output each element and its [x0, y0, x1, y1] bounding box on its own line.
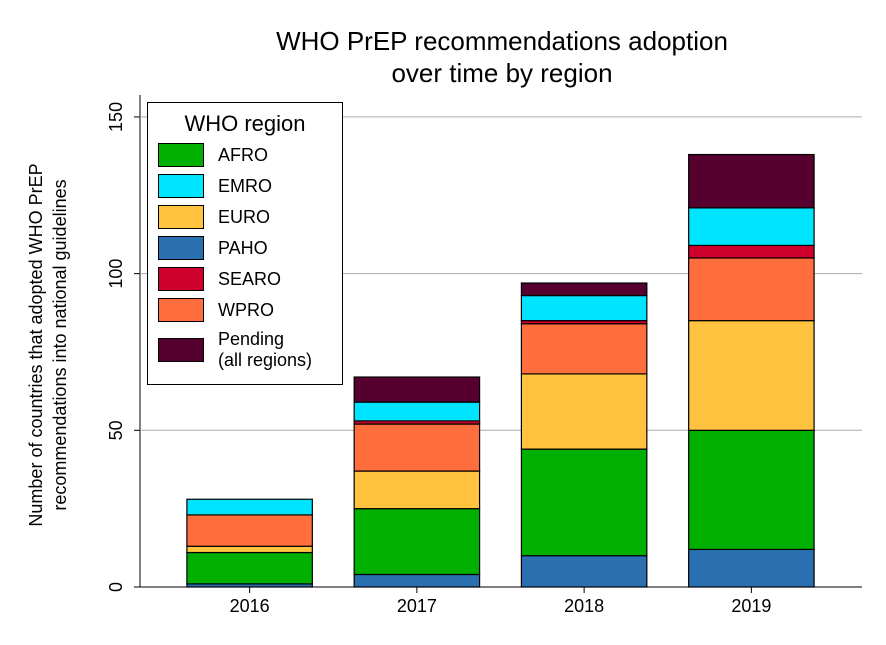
bar-segment	[688, 320, 815, 431]
legend-swatch	[158, 174, 204, 198]
legend-label: EURO	[218, 206, 271, 227]
y-tick-label: 150	[106, 102, 126, 132]
legend-swatch	[158, 267, 204, 291]
bar-segment	[353, 376, 481, 403]
legend-item: PAHO	[158, 236, 342, 260]
legend-label: SEARO	[218, 268, 282, 289]
legend-label: EMRO	[218, 175, 272, 196]
legend-swatch	[158, 298, 204, 322]
bar-segment	[520, 294, 648, 322]
bar-segment	[688, 207, 815, 247]
y-tick-label: 100	[106, 259, 126, 289]
bar-segment	[520, 323, 648, 375]
legend-item: EURO	[158, 205, 342, 229]
legend-item: SEARO	[158, 267, 342, 291]
bar-segment	[353, 470, 481, 510]
bar-segment	[688, 257, 815, 322]
legend-swatch	[158, 338, 204, 362]
legend-title: WHO region	[184, 111, 306, 136]
bar-segment	[688, 153, 815, 209]
legend: WHO region AFRO EMRO EURO PAHO SEARO WPRO Pendi…	[147, 102, 343, 385]
legend-label: PAHO	[218, 237, 268, 258]
legend-label: AFRO	[218, 144, 269, 165]
legend-item: EMRO	[158, 174, 342, 198]
x-tick-label: 2019	[731, 596, 771, 616]
bar-segment	[688, 244, 815, 259]
bar-segment	[186, 498, 313, 516]
x-tick-label: 2017	[397, 596, 437, 616]
legend-item: Pending (all regions)	[158, 329, 342, 371]
legend-swatch	[158, 143, 204, 167]
y-axis-label: recommendations into national guidelines	[50, 179, 70, 510]
bar-segment	[520, 282, 648, 297]
legend-item: WPRO	[158, 298, 342, 322]
x-tick-label: 2018	[564, 596, 604, 616]
y-axis-label: Number of countries that adopted WHO PrE…	[26, 163, 46, 526]
x-tick-label: 2016	[230, 596, 270, 616]
y-tick-label: 0	[106, 582, 126, 592]
bar-segment	[688, 429, 815, 550]
legend-item: AFRO	[158, 143, 342, 167]
bar-segment	[186, 551, 313, 585]
chart-title: WHO PrEP recommendations adoption	[276, 26, 728, 56]
legend-label: WPRO	[218, 299, 274, 320]
y-tick-label: 50	[106, 420, 126, 440]
legend-swatch	[158, 236, 204, 260]
bar-segment	[353, 573, 481, 588]
bar-segment	[520, 373, 648, 450]
bar-segment	[353, 508, 481, 576]
bar-segment	[186, 514, 313, 547]
bar-segment	[353, 401, 481, 422]
bar-segment	[186, 545, 313, 554]
bar-segment	[353, 423, 481, 472]
bar-segment	[520, 555, 648, 588]
legend-label: Pending (all regions)	[218, 329, 313, 370]
chart-title: over time by region	[391, 58, 612, 88]
bar-segment	[520, 448, 648, 557]
legend-swatch	[158, 205, 204, 229]
bar-segment	[688, 548, 815, 588]
